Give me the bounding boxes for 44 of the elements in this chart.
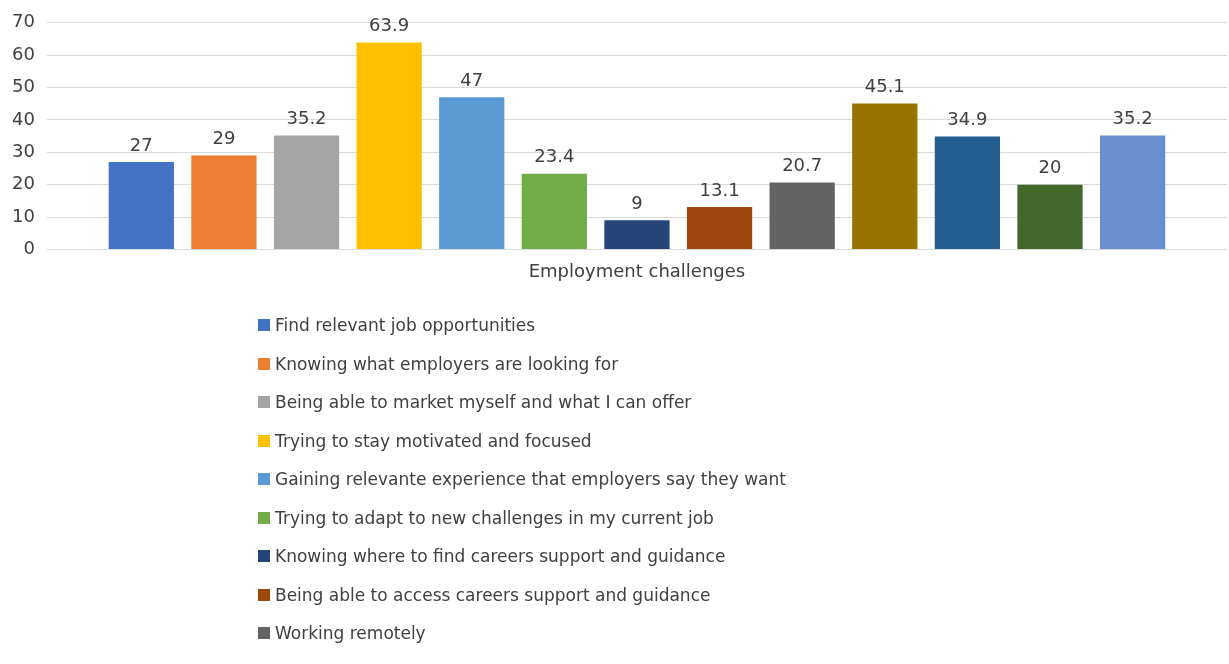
data-label: 35.2 [1112,107,1153,129]
y-tick-label: 70 [12,10,35,32]
data-label: 9 [631,191,643,213]
bar [1099,135,1166,249]
data-label: 29 [212,127,236,149]
legend-label: Gaining relevante experience that employers say they want [275,469,786,490]
data-label: 47 [460,68,484,90]
bar [769,182,835,249]
data-label: 27 [129,133,153,155]
legend-label: Being able to access careers support and guidance [275,584,711,605]
y-tick-label: 0 [23,237,35,259]
y-tick-label: 50 [12,75,35,97]
data-label: 45.1 [864,75,905,97]
bar [191,155,257,249]
y-tick-label: 30 [12,139,35,161]
bar [686,206,753,249]
legend-label: Working remotely [275,623,426,644]
bar [108,162,174,249]
legend-label: Trying to stay motivated and focused [275,430,592,451]
bar [273,135,340,249]
y-tick-label: 10 [12,204,35,226]
legend-label: Knowing where to find careers support and guidance [275,546,726,567]
data-label: 13.1 [699,178,740,200]
legend-label: Trying to adapt to new challenges in my current job [275,507,714,528]
legend-label: Knowing what employers are looking for [275,353,619,374]
x-tick-label: Employment challenges [528,259,746,281]
data-label: 35.2 [286,107,327,129]
bar [1017,184,1083,249]
y-tick-label: 40 [12,107,35,129]
data-label: 20.7 [782,154,823,176]
data-label: 23.4 [534,145,575,167]
data-label: 63.9 [369,14,410,36]
bar [604,220,670,249]
data-label: 34.9 [947,108,988,130]
bar [521,173,587,249]
bar [934,136,1001,249]
legend-label: Find relevant job opportunities [275,315,536,336]
y-tick-label: 60 [12,42,35,64]
bar [356,42,422,249]
y-tick-label: 20 [12,172,35,194]
bar [852,103,918,249]
data-label: 20 [1038,156,1062,178]
legend-label: Being able to market myself and what I can offer [275,392,692,413]
bar [439,97,505,249]
